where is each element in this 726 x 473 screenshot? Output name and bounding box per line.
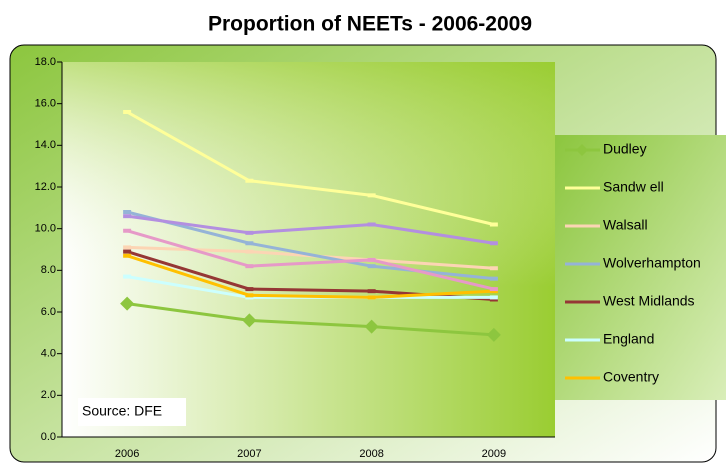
point	[367, 264, 376, 269]
point	[367, 289, 376, 294]
y-tick-label: 16.0	[35, 98, 56, 110]
y-tick-label: 4.0	[41, 348, 56, 360]
x-tick-label: 2008	[359, 448, 383, 460]
y-tick-label: 12.0	[35, 181, 56, 193]
legend-box	[555, 135, 726, 400]
point	[367, 222, 376, 227]
chart-title: Proportion of NEETs - 2006-2009	[208, 13, 532, 36]
point	[367, 257, 376, 262]
y-tick-label: 6.0	[41, 306, 56, 318]
point	[245, 295, 254, 300]
series-line	[126, 110, 495, 226]
legend-label: Coventry	[603, 369, 659, 385]
point	[242, 313, 257, 328]
y-tick-label: 18.0	[35, 56, 56, 68]
point	[123, 210, 132, 214]
x-tick-label: 2009	[482, 448, 506, 460]
x-tick-label: 2006	[115, 448, 139, 460]
point	[245, 230, 254, 235]
point	[245, 241, 254, 246]
point	[486, 327, 501, 342]
point	[123, 274, 132, 279]
y-tick-label: 8.0	[41, 264, 56, 276]
y-tick-label: 10.0	[35, 223, 56, 235]
legend-marker	[576, 144, 588, 156]
series-line	[126, 254, 494, 299]
point	[123, 110, 132, 114]
point	[364, 319, 379, 334]
point	[245, 293, 254, 298]
point	[245, 249, 254, 254]
legend-label: Dudley	[603, 141, 647, 157]
series-line	[126, 302, 494, 337]
annotation-box	[78, 398, 186, 426]
legend-label: Walsall	[603, 217, 648, 233]
point	[245, 178, 254, 183]
series-line	[126, 210, 495, 281]
point	[489, 289, 498, 294]
x-tick-label: 2007	[237, 448, 261, 460]
point	[489, 241, 498, 246]
point	[367, 193, 376, 198]
legend-label: Wolverhampton	[603, 255, 701, 271]
point	[489, 266, 498, 271]
point	[245, 264, 254, 269]
series-line	[126, 229, 495, 291]
point	[367, 295, 376, 300]
legend-label: West Midlands	[603, 293, 695, 309]
point	[123, 249, 132, 254]
legend-label: Sandw ell	[603, 179, 664, 195]
point	[489, 287, 498, 292]
point	[123, 214, 132, 219]
y-tick-label: 14.0	[35, 139, 56, 151]
point	[123, 245, 132, 250]
point	[123, 253, 132, 258]
y-tick-label: 0.0	[41, 431, 56, 443]
point	[489, 297, 498, 302]
point	[123, 228, 132, 233]
series-line	[126, 214, 495, 245]
point	[245, 287, 254, 292]
point	[489, 276, 498, 281]
annotation: Source: DFE	[82, 403, 162, 419]
point	[489, 295, 498, 300]
y-tick-label: 2.0	[41, 389, 56, 401]
legend-label: England	[603, 331, 654, 347]
point	[120, 296, 135, 311]
plot-shade	[62, 62, 555, 437]
point	[489, 222, 498, 227]
